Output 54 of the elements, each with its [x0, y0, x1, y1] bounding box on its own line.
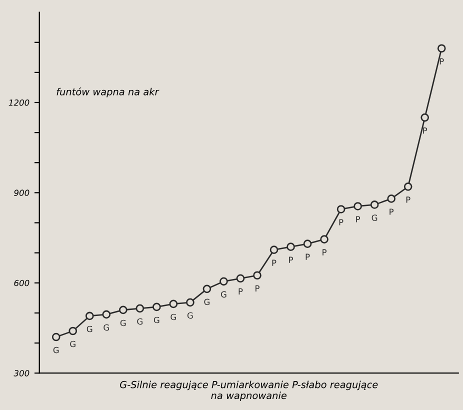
- data-label: P: [289, 256, 293, 263]
- point: [220, 277, 228, 286]
- point: [236, 274, 245, 283]
- point: [437, 44, 446, 53]
- data-label: P: [238, 288, 243, 294]
- data-label: P: [423, 128, 428, 134]
- point: [420, 113, 430, 122]
- y-tick-label: 900: [14, 190, 30, 196]
- point: [186, 298, 194, 307]
- point: [404, 182, 412, 191]
- data-label: G: [70, 340, 76, 348]
- data-label: G: [170, 314, 176, 320]
- data-label: G: [220, 291, 226, 298]
- data-label: P: [356, 216, 360, 222]
- data-label: P: [306, 254, 310, 260]
- data-label: G: [187, 312, 193, 319]
- point: [152, 302, 161, 312]
- point: [102, 310, 111, 319]
- point: [336, 205, 346, 214]
- point: [320, 235, 328, 244]
- point: [370, 200, 379, 209]
- data-label: G: [120, 320, 126, 326]
- data-label: P: [406, 196, 410, 203]
- point: [52, 332, 60, 342]
- data-label: G: [154, 316, 160, 324]
- point: [118, 306, 128, 314]
- data-label: P: [440, 58, 444, 64]
- data-label: G: [204, 298, 210, 306]
- point: [303, 240, 312, 248]
- annotation: funtów wapna na akr: [56, 88, 160, 98]
- data-label: P: [256, 285, 260, 292]
- y-tick-label: 600: [14, 280, 30, 286]
- point: [387, 194, 396, 203]
- data-label: P: [339, 219, 344, 226]
- point: [169, 300, 178, 308]
- point: [136, 304, 144, 313]
- point: [253, 271, 262, 280]
- data-label: P: [390, 208, 394, 215]
- point: [286, 242, 295, 251]
- data-label: G: [53, 346, 59, 354]
- y-tick-label: 300: [14, 370, 30, 376]
- point: [68, 326, 78, 336]
- point: [270, 246, 278, 254]
- data-label: P: [272, 260, 276, 266]
- data-label: G: [86, 326, 92, 332]
- y-tick-label: 1200: [8, 99, 30, 106]
- point: [202, 284, 212, 294]
- point: [85, 312, 94, 320]
- data-label: P: [322, 249, 327, 256]
- data-label: G: [104, 324, 109, 331]
- point: [354, 202, 362, 210]
- data-label: G: [137, 318, 142, 325]
- x-axis-title: G-Silnie reagujące P-umiarkowanie P-słabo reagujące na wapnowanie: [120, 380, 378, 402]
- data-label: G: [372, 214, 378, 221]
